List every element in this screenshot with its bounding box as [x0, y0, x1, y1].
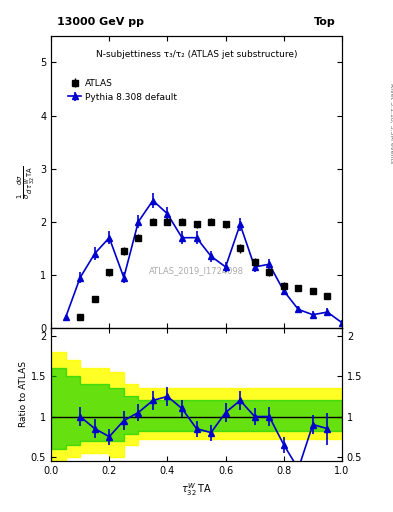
Y-axis label: Ratio to ATLAS: Ratio to ATLAS — [19, 361, 28, 428]
Text: Rivet 3.1.10, 3.5M events: Rivet 3.1.10, 3.5M events — [389, 83, 393, 164]
Legend: ATLAS, Pythia 8.308 default: ATLAS, Pythia 8.308 default — [64, 75, 181, 105]
Text: 13000 GeV pp: 13000 GeV pp — [57, 17, 144, 27]
Text: N-subjettiness τ₃/τ₂ (ATLAS jet substructure): N-subjettiness τ₃/τ₂ (ATLAS jet substruc… — [96, 51, 297, 59]
Text: ATLAS_2019_I1724098: ATLAS_2019_I1724098 — [149, 266, 244, 275]
Y-axis label: $\frac{1}{\sigma}\frac{d\sigma}{d\,\tau_{32}^{W}\,\mathrm{TA}}$: $\frac{1}{\sigma}\frac{d\sigma}{d\,\tau_… — [16, 165, 37, 199]
X-axis label: $\tau_{32}^{W}\,\mathrm{TA}$: $\tau_{32}^{W}\,\mathrm{TA}$ — [181, 481, 212, 498]
Text: Top: Top — [314, 17, 336, 27]
